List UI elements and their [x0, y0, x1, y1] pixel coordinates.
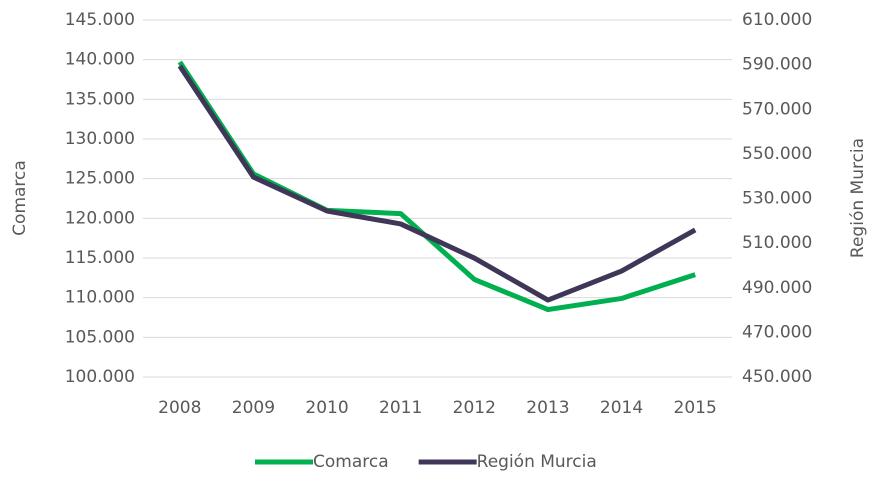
y2-tick-label: 490.000: [742, 278, 812, 298]
x-tick-label: 2012: [453, 398, 496, 418]
y-tick-label: 140.000: [65, 50, 135, 70]
y2-tick-label: 450.000: [742, 367, 812, 387]
y2-tick-label: 550.000: [742, 144, 812, 164]
y2-tick-label: 470.000: [742, 322, 812, 342]
y2-tick-label: 530.000: [742, 189, 812, 209]
y-tick-label: 120.000: [65, 208, 135, 228]
y-tick-label: 105.000: [65, 327, 135, 347]
y2-axis-title: Región Murcia: [848, 138, 868, 258]
y2-tick-label: 590.000: [742, 55, 812, 75]
x-tick-label: 2010: [305, 398, 348, 418]
legend-label: Región Murcia: [477, 452, 597, 472]
legend-label: Comarca: [313, 452, 389, 472]
y2-tick-label: 570.000: [742, 99, 812, 119]
y-tick-label: 125.000: [65, 169, 135, 189]
y-tick-label: 100.000: [65, 367, 135, 387]
x-tick-label: 2014: [600, 398, 643, 418]
x-tick-label: 2015: [674, 398, 717, 418]
y2-tick-label: 610.000: [742, 10, 812, 30]
x-tick-label: 2011: [379, 398, 422, 418]
y-tick-label: 115.000: [65, 248, 135, 268]
x-tick-label: 2008: [158, 398, 201, 418]
y-axis-title: Comarca: [10, 160, 30, 236]
y-tick-label: 135.000: [65, 89, 135, 109]
x-tick-label: 2013: [526, 398, 569, 418]
series-line: [177, 64, 697, 303]
y-tick-label: 145.000: [65, 10, 135, 30]
y-tick-label: 110.000: [65, 288, 135, 308]
x-tick-label: 2009: [232, 398, 275, 418]
y2-tick-label: 510.000: [742, 233, 812, 253]
y-tick-label: 130.000: [65, 129, 135, 149]
